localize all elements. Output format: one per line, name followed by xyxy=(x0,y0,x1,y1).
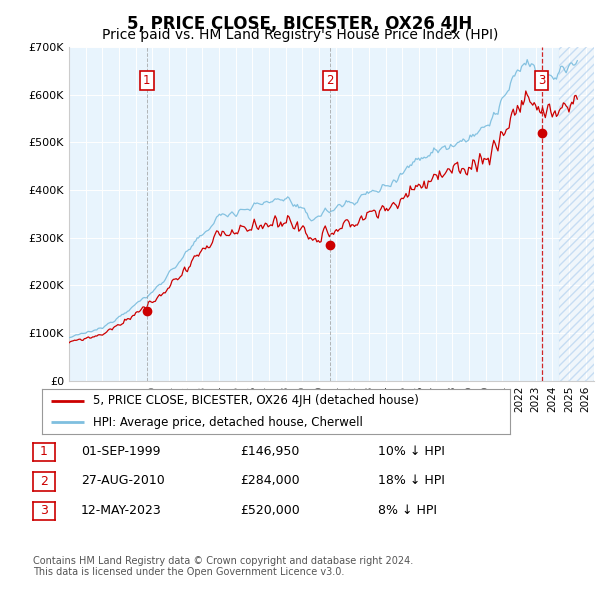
Text: 1: 1 xyxy=(143,74,151,87)
Text: 1: 1 xyxy=(40,445,48,458)
Text: 8% ↓ HPI: 8% ↓ HPI xyxy=(378,504,437,517)
Text: 5, PRICE CLOSE, BICESTER, OX26 4JH: 5, PRICE CLOSE, BICESTER, OX26 4JH xyxy=(127,15,473,34)
Text: 01-SEP-1999: 01-SEP-1999 xyxy=(81,445,161,458)
Text: Price paid vs. HM Land Registry's House Price Index (HPI): Price paid vs. HM Land Registry's House … xyxy=(102,28,498,42)
Text: HPI: Average price, detached house, Cherwell: HPI: Average price, detached house, Cher… xyxy=(94,415,364,429)
Text: £146,950: £146,950 xyxy=(240,445,299,458)
Text: 12-MAY-2023: 12-MAY-2023 xyxy=(81,504,162,517)
Text: £284,000: £284,000 xyxy=(240,474,299,487)
Text: 2: 2 xyxy=(40,475,48,488)
Text: Contains HM Land Registry data © Crown copyright and database right 2024.
This d: Contains HM Land Registry data © Crown c… xyxy=(33,556,413,578)
Text: 3: 3 xyxy=(40,504,48,517)
Text: 2: 2 xyxy=(326,74,334,87)
Bar xyxy=(559,47,594,381)
Text: 5, PRICE CLOSE, BICESTER, OX26 4JH (detached house): 5, PRICE CLOSE, BICESTER, OX26 4JH (deta… xyxy=(94,394,419,408)
Bar xyxy=(559,47,594,381)
Text: 27-AUG-2010: 27-AUG-2010 xyxy=(81,474,165,487)
Text: £520,000: £520,000 xyxy=(240,504,300,517)
Text: 10% ↓ HPI: 10% ↓ HPI xyxy=(378,445,445,458)
Text: 18% ↓ HPI: 18% ↓ HPI xyxy=(378,474,445,487)
Text: 3: 3 xyxy=(538,74,545,87)
